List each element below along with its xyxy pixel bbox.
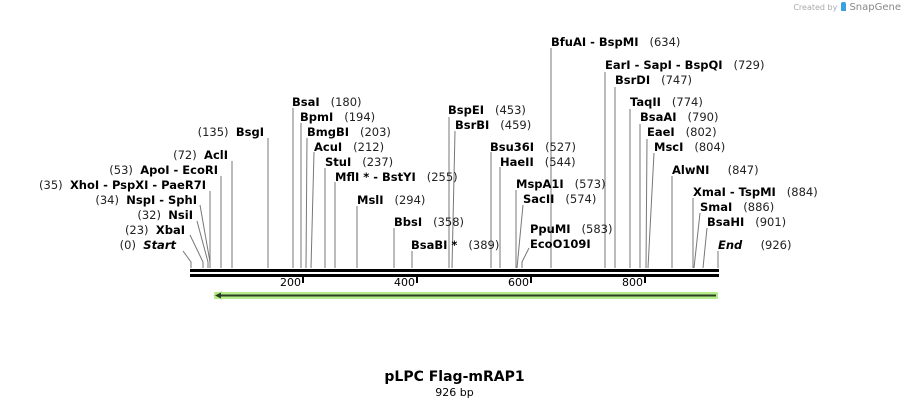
site-label-eari-sapi-bspqi[interactable]: EarI - SapI - BspQI (729) <box>605 58 765 72</box>
tick-label-600: 600 <box>508 276 529 289</box>
site-label-alwni[interactable]: AlwNI (847) <box>672 163 759 177</box>
site-label-ecoo109i[interactable]: EcoO109I <box>530 237 591 251</box>
site-label-bsrdi[interactable]: BsrDI (747) <box>615 73 693 87</box>
site-line-bsrbi <box>451 130 456 269</box>
site-line-msci <box>647 152 655 269</box>
site-label-stui[interactable]: StuI (237) <box>325 155 394 169</box>
site-label-bspei[interactable]: BspEI (453) <box>448 103 526 117</box>
site-label-ppumi[interactable]: PpuMI (583) <box>530 222 613 236</box>
site-label-bfuai-bspmi[interactable]: BfuAI - BspMI (634) <box>551 35 681 49</box>
backbone-bottom <box>190 274 719 277</box>
site-label-xhoi-pspxi-paer7i[interactable]: (35) XhoI - PspXI - PaeR7I <box>39 178 206 192</box>
site-label-msli[interactable]: MslI (294) <box>357 193 426 207</box>
site-label-acui[interactable]: AcuI (212) <box>314 140 385 154</box>
site-label-bsaai[interactable]: BsaAI (790) <box>640 110 719 124</box>
site-label-nspi-sphi[interactable]: (34) NspI - SphI <box>95 193 197 207</box>
credit: Created by SnapGene <box>793 2 901 13</box>
site-line-nsii <box>196 220 209 268</box>
tick-200 <box>302 277 304 283</box>
site-label-start[interactable]: (0) Start <box>119 238 176 252</box>
tick-400 <box>416 277 418 283</box>
site-line-nspi <box>199 204 211 268</box>
site-label-acli[interactable]: (72) AclI <box>173 148 228 162</box>
site-label-bsahi[interactable]: BsaHI (901) <box>707 215 787 229</box>
site-label-bsgi[interactable]: (135) BsgI <box>197 125 264 139</box>
site-label-bsai[interactable]: BsaI (180) <box>292 95 362 109</box>
tick-label-400: 400 <box>394 276 415 289</box>
map-title: pLPC Flag-mRAP1 <box>384 369 525 385</box>
credit-prefix: Created by <box>793 3 838 12</box>
site-line-bmgbi <box>305 137 308 269</box>
credit-brand: SnapGene <box>849 2 901 13</box>
site-line-smai <box>693 212 701 269</box>
tick-600 <box>530 277 532 283</box>
tick-label-800: 800 <box>622 276 643 289</box>
site-label-bmgbi[interactable]: BmgBI (203) <box>307 125 391 139</box>
site-line-start <box>182 250 192 268</box>
site-line-xbai <box>189 234 204 268</box>
site-label-nsii[interactable]: (32) NsiI <box>137 208 193 222</box>
site-label-smai[interactable]: SmaI (886) <box>700 200 775 214</box>
site-label-taqii[interactable]: TaqII (774) <box>630 95 703 109</box>
site-line-eaei <box>645 138 648 269</box>
site-line-ppumi <box>521 247 530 268</box>
site-line-acui <box>310 151 315 269</box>
site-label-xmai-tspmi[interactable]: XmaI - TspMI (884) <box>693 185 818 199</box>
site-label-bsu36i[interactable]: Bsu36I (527) <box>490 140 576 154</box>
site-label-bsrbi[interactable]: BsrBI (459) <box>455 118 532 132</box>
site-label-haeii[interactable]: HaeII (544) <box>500 155 576 169</box>
site-lines <box>182 48 719 269</box>
site-label-end[interactable]: End (926) <box>718 238 792 252</box>
site-label-bbsi[interactable]: BbsI (358) <box>394 215 465 229</box>
snapgene-logo-icon <box>840 2 846 11</box>
feature-arrow[interactable] <box>213 291 718 300</box>
site-line-sacii <box>516 204 524 269</box>
map-length: 926 bp <box>435 386 474 399</box>
tick-800 <box>644 277 646 283</box>
site-label-mfli-bstyi[interactable]: MflI * - BstYI (255) <box>335 170 458 184</box>
site-label-xbai[interactable]: (23) XbaI <box>124 223 185 237</box>
site-label-msci[interactable]: MscI (804) <box>654 140 726 154</box>
backbone-top <box>190 269 719 272</box>
site-label-sacii[interactable]: SacII (574) <box>523 192 597 206</box>
site-label-apoi-ecori[interactable]: (53) ApoI - EcoRI <box>109 163 218 177</box>
site-label-eaei[interactable]: EaeI (802) <box>647 125 717 139</box>
site-label-mspa1i[interactable]: MspA1I (573) <box>516 177 606 191</box>
site-line-bsahi <box>702 227 708 269</box>
tick-label-200: 200 <box>280 276 301 289</box>
site-label-bsabi[interactable]: BsaBI * (389) <box>411 238 500 252</box>
site-label-bpmi[interactable]: BpmI (194) <box>300 110 376 124</box>
